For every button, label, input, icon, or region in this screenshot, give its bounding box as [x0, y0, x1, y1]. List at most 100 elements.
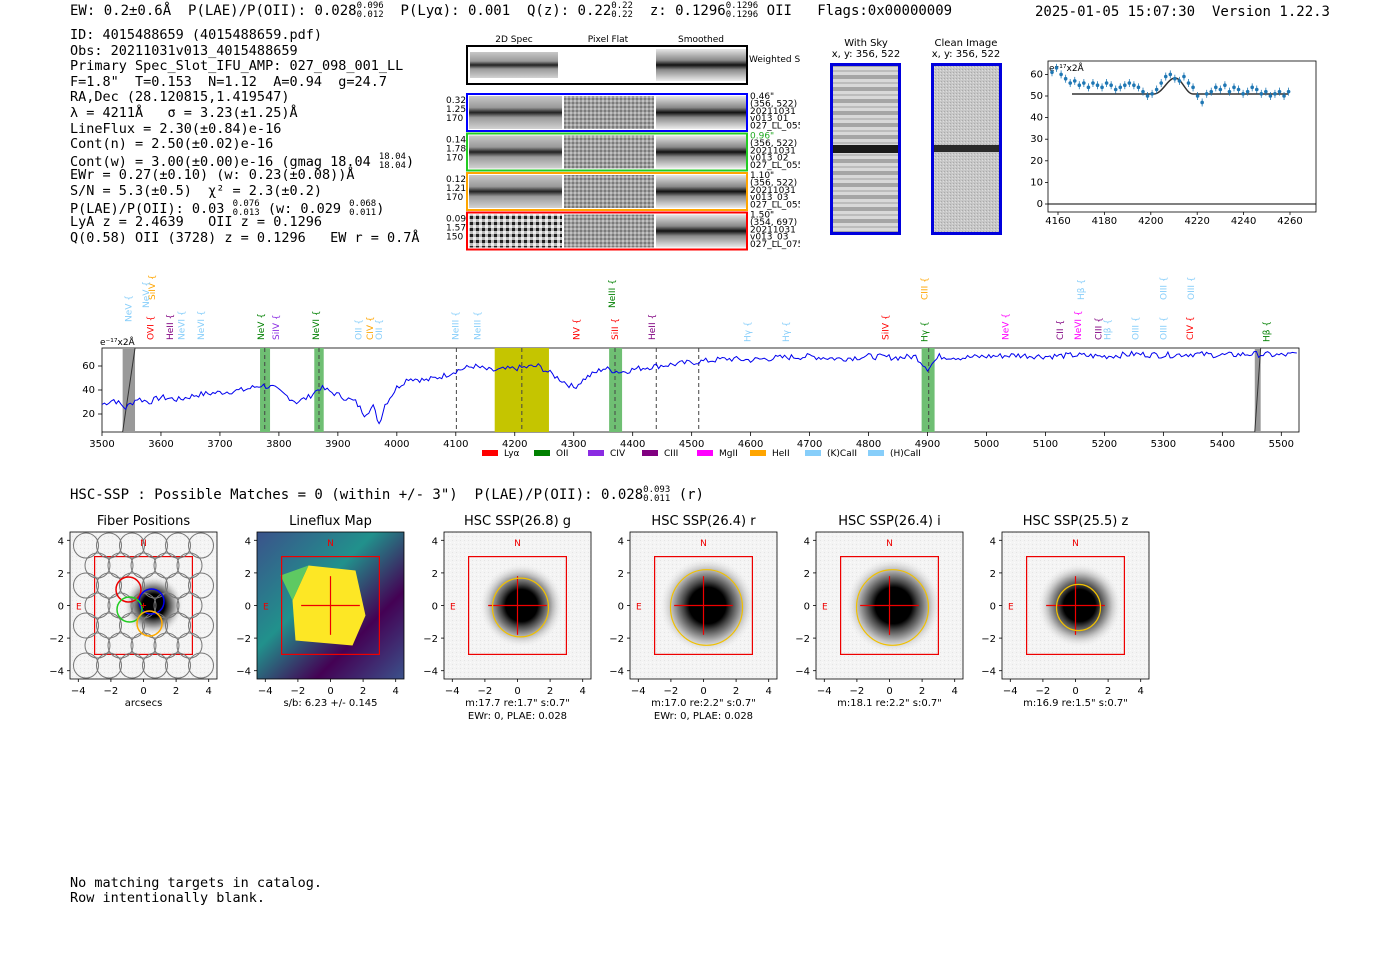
zoom-point: [1127, 81, 1132, 85]
panel-ytick: 0: [618, 602, 624, 613]
panel-ytick: 4: [245, 536, 251, 547]
panel-ytick: 2: [245, 569, 251, 580]
info-contn: Cont(n) = 2.50(±0.02)e-16: [70, 136, 274, 153]
panel-ytick: −4: [795, 667, 810, 678]
zoom-xtick: 4200: [1138, 216, 1163, 227]
panel-caption-2: s/b: 6.23 +/- 0.145: [283, 698, 377, 709]
spectrum-xtick: 4700: [797, 439, 822, 450]
panel-xtick: −4: [445, 686, 460, 697]
panel-xtick: −2: [850, 686, 865, 697]
cutout-left-1-1: 1.25: [446, 105, 466, 115]
panel-ytick: 4: [804, 536, 810, 547]
info-contw-row: Cont(w) = 3.00(±0.00)e-16 (gmag 18.04 18…: [70, 151, 415, 171]
panel-xtick: 2: [173, 686, 179, 697]
col-2d-spec: 2D Spec: [495, 35, 532, 45]
legend-swatch-4: [697, 450, 713, 456]
legend-swatch-7: [868, 450, 884, 456]
panel-ytick: −4: [49, 667, 64, 678]
zoom-point: [1200, 100, 1204, 105]
panel-xtick: 4: [766, 686, 772, 697]
line-label-3: OVI {: [146, 316, 156, 340]
info-plae-w: (w: 0.029: [267, 200, 341, 217]
line-label-17: NeIII {: [608, 279, 618, 308]
cutout-2d-1: [469, 96, 562, 129]
with-sky-xy: x, y: 356, 522: [831, 49, 901, 60]
imaging-panels: Fiber Positions N E +4 −4 2 −2 0 0 −2 2 −4 4 arcsecs L…: [49, 514, 1150, 722]
cutout-right-1-4: 027_LL_055: [750, 122, 800, 132]
cutout-flat-2: [564, 135, 654, 169]
legend-swatch-0: [482, 450, 498, 456]
line-label-4: HeII {: [166, 314, 176, 340]
cutout-right-2-3: v013_02: [750, 154, 788, 164]
timestamp: 2025-01-05 15:07:30: [1034, 4, 1196, 20]
z-lower: 0.1296: [725, 10, 759, 20]
panel-ytick: 2: [990, 569, 996, 580]
zoom-ytick: 0: [1037, 199, 1043, 210]
line-label-19: Hγ {: [744, 321, 754, 342]
panel-caption-5: m:18.1 re:2.2" s:0.7": [837, 698, 942, 709]
zoom-unit: e⁻¹⁷x2Å: [1049, 62, 1085, 74]
legend-label-1: OII: [556, 449, 568, 459]
aperture-box-3: [468, 555, 568, 656]
line-label-27: Hβ {: [1077, 279, 1087, 300]
panel-xtick: −2: [291, 686, 306, 697]
info-lineflux: LineFlux = 2.30(±0.84)e-16: [70, 120, 282, 137]
cutout-left-4-0: 0.09: [446, 215, 466, 225]
line-label-12: OII {: [375, 319, 385, 340]
zoom-point: [1104, 81, 1109, 85]
panel-ytick: 2: [804, 569, 810, 580]
weighted-smoothed: [656, 49, 746, 81]
line-label-10: OII {: [354, 319, 364, 340]
cutout-right-2-4: 027_LL_055: [750, 161, 800, 171]
zoom-spectrum-plot: e⁻¹⁷x2Å 60 50 40 30 20 10 0 4160 4180 4200 4220 42…: [1030, 60, 1317, 227]
spectrum-band-4: [609, 348, 623, 432]
panel-ytick: 0: [432, 602, 438, 613]
line-label-30: OIII {: [1132, 316, 1142, 340]
panel-title-2: Lineflux Map: [289, 514, 372, 529]
zoom-point: [1136, 85, 1141, 90]
plae-upper: 0.096: [356, 1, 384, 11]
zoom-point: [1223, 83, 1227, 87]
panel-xtick: 2: [1105, 686, 1111, 697]
weighted-label: Weighted Sum: [749, 55, 800, 65]
col-pixel-flat: Pixel Flat: [588, 35, 629, 45]
panel-caption2-3: EWr: 0, PLAE: 0.028: [468, 711, 567, 722]
panel-ytick: 2: [618, 569, 624, 580]
zoom-point: [1159, 81, 1163, 85]
east-label: E: [263, 603, 269, 613]
north-label: N: [886, 539, 893, 549]
line-label-9: NeVI {: [312, 310, 322, 340]
zoom-point: [1082, 81, 1086, 85]
weighted-2d: [470, 52, 558, 78]
spectrum-xtick: 4500: [679, 439, 704, 450]
panel-xtick: 0: [327, 686, 333, 697]
spectrum-xtick: 3500: [89, 439, 114, 450]
flags-value: Flags:0x00000009: [817, 3, 953, 19]
zoom-point: [1100, 85, 1104, 90]
zoom-point: [1191, 85, 1195, 90]
spectrum-legend: Lyα OII CIV CIII MgII HeII (K)CaII (H)CaII: [482, 449, 921, 459]
legend-label-7: (H)CaII: [890, 449, 921, 459]
cutout-flat-4: [564, 214, 654, 248]
zoom-point: [1054, 66, 1059, 70]
zoom-point: [1141, 89, 1145, 94]
legend-swatch-3: [642, 450, 658, 456]
panel-xtick: 0: [140, 686, 146, 697]
plae-lower: 0.012: [356, 10, 384, 20]
ellipse-fit-5: [855, 569, 930, 646]
panel-caption-4: m:17.0 re:2.2" s:0.7": [651, 698, 756, 709]
north-label: N: [327, 539, 334, 549]
line-label-28: CIII {: [1094, 317, 1104, 340]
spectrum-xtick: 4200: [502, 439, 527, 450]
spectrum-xtick: 5100: [1033, 439, 1058, 450]
z-value: z: 0.1296: [649, 3, 726, 19]
spectrum-xtick: 3900: [325, 439, 350, 450]
line-label-29: Hβ {: [1103, 319, 1113, 340]
spectrum-xtick: 5200: [1092, 439, 1117, 450]
aperture-box-2: [281, 555, 381, 656]
zoom-ytick: 30: [1030, 134, 1043, 145]
zoom-xtick: 4240: [1231, 216, 1256, 227]
zoom-point: [1259, 92, 1264, 96]
footer-line-1: No matching targets in catalog.: [70, 875, 322, 891]
zoom-point: [1113, 87, 1118, 92]
